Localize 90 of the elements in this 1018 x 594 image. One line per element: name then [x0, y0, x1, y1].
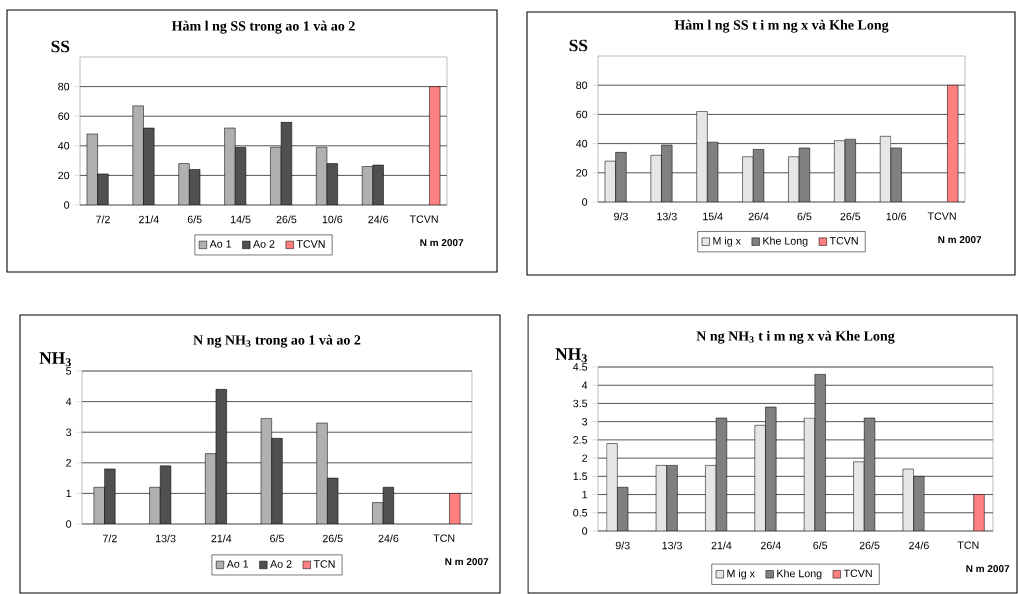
- x-tick-label: 9/3: [614, 212, 628, 221]
- legend-label: Khe Long: [763, 236, 808, 247]
- y-tick-label: 0: [582, 198, 588, 206]
- x-tick-label: TCN: [957, 541, 979, 549]
- y-tick-label: 60: [576, 110, 588, 119]
- x-tick-label: 26/5: [276, 215, 297, 224]
- x-tick-label: 13/3: [657, 212, 677, 221]
- x-tick-label: 6/5: [797, 212, 812, 221]
- x-tick-label: 24/6: [368, 215, 389, 224]
- y-tick-label: 4: [65, 397, 72, 406]
- x-tick-label: 24/6: [909, 541, 929, 550]
- chart-title: Hàm l ng SS trong ao 1 và ao 2: [171, 20, 355, 34]
- y-tick-label: 3: [66, 428, 72, 436]
- x-tick-label: 10/6: [886, 212, 907, 221]
- x-tick-label: 7/2: [102, 534, 117, 543]
- y-tick-label: 2: [582, 454, 588, 462]
- x-axis-title: N m 2007: [938, 236, 982, 244]
- bar: [224, 127, 236, 205]
- x-tick-label: 15/4: [703, 212, 723, 221]
- y-axis-title: NH$_{3}$: [555, 348, 587, 363]
- y-tick-label: 3: [582, 417, 588, 426]
- x-tick-label: 21/4: [711, 541, 732, 550]
- legend-label: Khe Long: [777, 569, 822, 580]
- legend-label: TCVN: [829, 236, 858, 245]
- legend-label: Ao 1: [209, 240, 232, 248]
- y-tick-label: 80: [576, 81, 588, 89]
- bar: [104, 468, 116, 524]
- y-tick-label: 1.5: [573, 472, 588, 481]
- bar: [178, 163, 190, 205]
- y-tick-label: 0.5: [573, 509, 588, 517]
- x-tick-label: 13/3: [156, 534, 176, 543]
- y-tick-label: 4.5: [573, 363, 588, 371]
- x-tick-label: 26/5: [322, 534, 343, 543]
- y-tick-label: 80: [58, 82, 70, 91]
- y-axis-title: SS: [569, 39, 588, 52]
- x-tick-label: 10/6: [322, 215, 343, 224]
- x-tick-label: 21/4: [138, 215, 159, 224]
- legend-label: TCVN: [843, 569, 872, 578]
- y-tick-label: 3.5: [573, 399, 588, 408]
- x-tick-label: 14/5: [231, 215, 251, 224]
- y-tick-label: 2: [66, 459, 72, 467]
- bar: [696, 111, 708, 202]
- y-tick-label: 40: [575, 139, 588, 148]
- legend-label: Ao 2: [253, 240, 275, 248]
- y-tick-label: 60: [58, 112, 70, 120]
- x-axis-title: N m 2007: [420, 239, 464, 247]
- bar: [316, 422, 328, 524]
- y-tick-label: 1: [582, 490, 588, 499]
- x-axis-title: N m 2007: [445, 558, 489, 566]
- x-tick-label: TCN: [433, 534, 455, 542]
- legend-label: M ig x: [727, 569, 755, 580]
- x-tick-label: TCVN: [409, 215, 438, 223]
- bar: [742, 156, 754, 202]
- bar: [650, 155, 662, 202]
- bar: [271, 438, 283, 524]
- x-tick-label: 21/4: [211, 534, 232, 543]
- y-tick-label: 20: [576, 169, 588, 177]
- legend-label: Ao 2: [270, 560, 292, 568]
- legend-label: Ao 1: [226, 560, 249, 568]
- x-tick-label: 26/4: [760, 541, 781, 550]
- chart-title: N ng NH$_{3}$ t i m ng x và Khe Long: [696, 330, 895, 344]
- chart-title: N ng NH$_{3}$ trong ao 1 và ao 2: [193, 334, 361, 348]
- y-tick-label: 5: [66, 367, 72, 375]
- y-tick-label: 2.5: [573, 436, 588, 444]
- x-tick-label: TCVN: [927, 212, 956, 220]
- y-tick-label: 0: [582, 527, 588, 535]
- x-tick-label: 7/2: [96, 215, 110, 224]
- x-tick-label: 26/5: [859, 541, 880, 550]
- y-tick-label: 4: [581, 381, 588, 389]
- legend-label: M ig x: [713, 236, 741, 247]
- x-tick-label: 6/5: [813, 541, 828, 550]
- y-axis-title: NH$_{3}$: [39, 352, 71, 367]
- x-tick-label: 26/5: [840, 212, 861, 221]
- y-axis-title: SS: [51, 40, 70, 53]
- x-tick-label: 13/3: [662, 541, 682, 550]
- x-tick-label: 24/6: [378, 534, 399, 543]
- x-tick-label: 6/5: [187, 215, 202, 224]
- y-tick-label: 0: [64, 201, 70, 209]
- x-tick-label: 26/4: [748, 212, 769, 221]
- x-tick-label: 9/3: [615, 541, 630, 550]
- bar: [132, 105, 144, 205]
- y-tick-label: 40: [57, 142, 70, 150]
- legend-label: TCN: [313, 560, 335, 568]
- y-tick-label: 1: [66, 489, 72, 498]
- x-tick-label: 6/5: [270, 534, 284, 543]
- chart-title: Hàm l ng SS t i m ng x và Khe Long: [674, 19, 889, 33]
- legend-label: TCVN: [296, 240, 325, 248]
- y-tick-label: 20: [58, 171, 70, 180]
- x-axis-title: N m 2007: [966, 565, 1010, 573]
- y-tick-label: 0: [66, 520, 72, 528]
